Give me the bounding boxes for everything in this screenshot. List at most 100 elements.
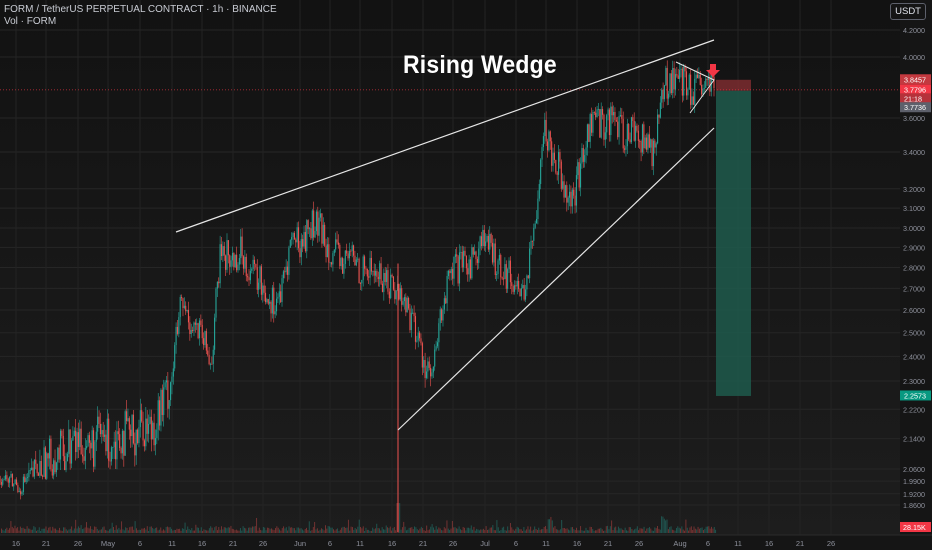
candle-body xyxy=(428,361,430,368)
volume-bar xyxy=(615,526,617,533)
candle-body xyxy=(435,346,437,350)
candle-body xyxy=(0,475,1,483)
candle-body xyxy=(524,289,527,300)
volume-bar xyxy=(496,520,498,533)
currency-selector[interactable]: USDT xyxy=(890,3,926,20)
volume-bar xyxy=(18,530,20,533)
volume-bar xyxy=(466,527,468,533)
candle-body xyxy=(357,258,359,260)
volume-bar xyxy=(658,528,660,533)
candle-body xyxy=(696,74,699,78)
candle-body xyxy=(591,114,593,133)
candle-body xyxy=(194,322,196,325)
candle-body xyxy=(512,286,514,292)
volume-bar xyxy=(315,529,317,533)
volume-bar xyxy=(34,527,36,533)
candle-body xyxy=(677,75,679,79)
volume-bar xyxy=(563,528,565,533)
volume-bar xyxy=(96,528,98,533)
price-tick-label: 1.9900 xyxy=(903,477,925,486)
volume-bar xyxy=(163,529,164,533)
volume-bar xyxy=(391,530,393,533)
volume-bar xyxy=(438,527,440,533)
volume-bar xyxy=(616,530,618,533)
volume-bar xyxy=(269,528,271,533)
volume-bar xyxy=(701,527,703,533)
volume-bar xyxy=(410,527,411,533)
volume-bar xyxy=(666,519,668,533)
volume-bar xyxy=(127,530,129,533)
candle-body xyxy=(424,360,426,378)
candle-body xyxy=(449,270,451,274)
volume-bar xyxy=(3,530,5,533)
candle-body xyxy=(333,249,335,254)
volume-bar xyxy=(414,526,415,533)
candle-body xyxy=(278,291,280,297)
volume-bar xyxy=(433,527,434,533)
volume-bar xyxy=(1,528,2,533)
volume-bar xyxy=(445,528,447,533)
candle-body xyxy=(662,89,664,100)
candle-body xyxy=(326,244,328,258)
volume-bar xyxy=(239,528,241,533)
volume-bar xyxy=(13,528,15,533)
volume-bar xyxy=(437,529,438,533)
volume-bar xyxy=(283,526,285,533)
time-tick-label: May xyxy=(101,539,115,548)
candle-body xyxy=(622,118,624,149)
volume-bar xyxy=(472,529,474,533)
candle-body xyxy=(375,270,377,276)
volume-bar xyxy=(306,527,307,533)
volume-bar xyxy=(327,526,329,533)
candle-body xyxy=(366,268,368,277)
candle-body xyxy=(310,228,312,239)
volume-bar xyxy=(350,526,352,533)
candle-body xyxy=(580,163,582,188)
volume-bar xyxy=(534,526,536,533)
volume-bar xyxy=(703,530,704,533)
volume-bar xyxy=(312,527,314,533)
price-tag-text: 3.8457 xyxy=(904,75,926,84)
candle-body xyxy=(175,326,177,346)
candle-body xyxy=(0,482,2,485)
volume-bar xyxy=(167,526,168,533)
volume-bar xyxy=(369,530,371,533)
volume-bar xyxy=(293,528,295,533)
volume-bar xyxy=(320,528,322,533)
volume-bar xyxy=(650,528,652,533)
price-tick-label: 4.2000 xyxy=(903,26,925,35)
volume-bar xyxy=(392,528,394,533)
volume-bar xyxy=(460,529,461,533)
volume-bar xyxy=(173,529,175,533)
volume-bar xyxy=(442,530,444,533)
volume-bar xyxy=(217,530,218,533)
candle-body xyxy=(508,260,510,270)
volume-bar xyxy=(253,526,255,533)
candle-body xyxy=(251,268,253,271)
volume-bar xyxy=(424,530,426,533)
volume-bar xyxy=(426,525,428,533)
volume-bar xyxy=(366,529,368,533)
candle-body xyxy=(26,477,29,479)
volume-bar xyxy=(84,527,86,533)
volume-bar xyxy=(692,530,694,533)
volume-bar xyxy=(345,527,347,533)
candle-body xyxy=(595,112,597,118)
candle-body xyxy=(632,117,634,121)
candle-body xyxy=(427,361,429,372)
volume-bar xyxy=(627,530,629,533)
candle-body xyxy=(138,427,140,444)
volume-bar xyxy=(396,503,398,533)
candle-body xyxy=(560,161,562,189)
triangle-pattern xyxy=(675,61,715,114)
volume-bar xyxy=(653,530,654,533)
time-tick-label: 16 xyxy=(12,539,20,548)
volume-bar xyxy=(495,530,496,533)
candle-body xyxy=(597,109,599,110)
candle-body xyxy=(106,418,108,452)
candle-body xyxy=(292,233,294,238)
candle-body xyxy=(690,74,692,105)
volume-bar xyxy=(248,527,249,533)
volume-bar xyxy=(482,528,484,533)
